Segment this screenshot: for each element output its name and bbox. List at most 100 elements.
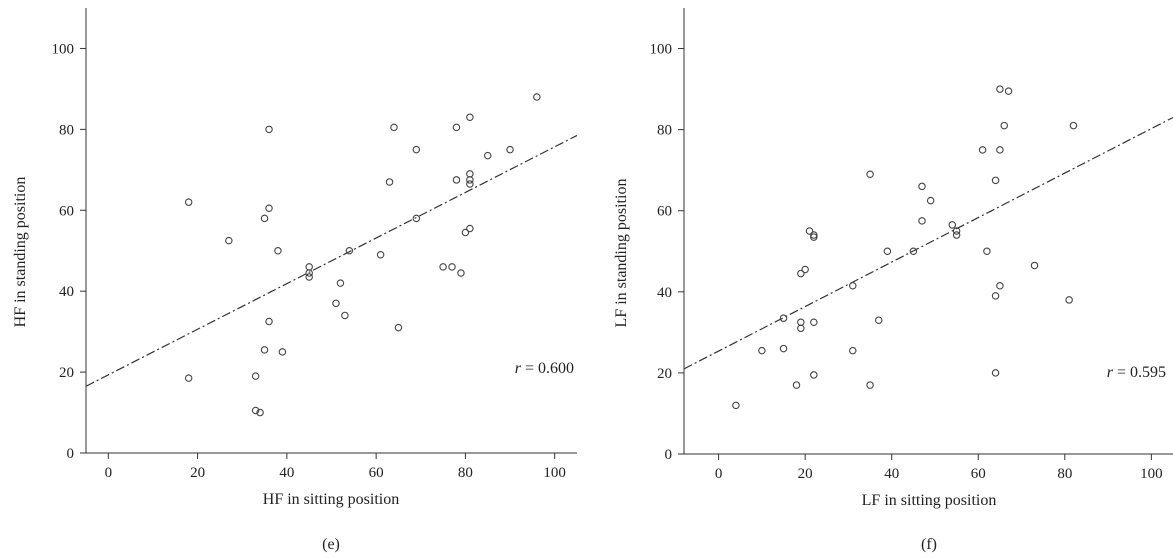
data-point bbox=[466, 224, 474, 233]
y-axis-label: LF in standing position bbox=[613, 179, 630, 328]
correlation-annotation: r = 0.600 bbox=[515, 360, 574, 377]
data-point bbox=[810, 318, 818, 326]
data-point bbox=[265, 125, 273, 134]
tick-group: 0 20 40 60 80 100 0 20 40 60 80 100 bbox=[52, 41, 566, 481]
data-point bbox=[533, 93, 541, 101]
x-tick-label: 0 bbox=[105, 465, 113, 481]
data-point bbox=[810, 231, 818, 239]
data-point bbox=[991, 292, 1000, 300]
x-axis-label: LF in sitting position bbox=[862, 492, 997, 509]
data-point bbox=[1069, 121, 1078, 130]
x-tick-label: 80 bbox=[1057, 466, 1072, 482]
x-tick-label: 20 bbox=[798, 466, 813, 482]
data-point bbox=[439, 263, 447, 271]
data-point bbox=[390, 123, 398, 132]
data-point bbox=[260, 214, 269, 223]
data-point bbox=[801, 265, 809, 274]
data-point bbox=[265, 204, 273, 213]
data-point bbox=[909, 247, 918, 256]
y-tick-label: 0 bbox=[665, 447, 673, 463]
data-point bbox=[305, 263, 313, 271]
data-point bbox=[184, 374, 193, 382]
data-point bbox=[996, 281, 1004, 290]
y-tick-label: 20 bbox=[657, 366, 672, 382]
data-point bbox=[461, 228, 470, 237]
data-point bbox=[385, 178, 394, 186]
data-point bbox=[779, 314, 788, 322]
x-axis-label: HF in sitting position bbox=[263, 491, 399, 508]
data-point bbox=[506, 145, 514, 154]
data-point bbox=[225, 236, 233, 245]
x-tick-label: 80 bbox=[458, 465, 473, 481]
data-point bbox=[978, 146, 987, 154]
data-point bbox=[376, 251, 385, 259]
data-point bbox=[779, 344, 788, 353]
data-point bbox=[452, 176, 461, 184]
data-point bbox=[918, 217, 926, 225]
x-tick-label: 0 bbox=[715, 466, 723, 482]
data-point bbox=[810, 371, 818, 379]
data-point bbox=[918, 182, 926, 191]
data-point bbox=[874, 316, 883, 324]
data-point bbox=[996, 146, 1004, 154]
data-point bbox=[952, 227, 961, 235]
data-point bbox=[412, 214, 421, 223]
data-point bbox=[466, 180, 474, 188]
data-point bbox=[274, 246, 282, 255]
data-points bbox=[732, 85, 1078, 410]
data-point bbox=[849, 346, 857, 355]
y-tick-label: 20 bbox=[59, 365, 74, 381]
x-tick-label: 100 bbox=[543, 465, 566, 481]
data-point bbox=[452, 123, 461, 132]
data-point bbox=[797, 318, 805, 326]
data-point bbox=[1004, 87, 1013, 95]
data-point bbox=[948, 221, 957, 229]
y-tick-label: 60 bbox=[657, 204, 672, 220]
data-point bbox=[394, 323, 403, 332]
data-point bbox=[251, 372, 260, 380]
data-point bbox=[448, 263, 456, 271]
data-point bbox=[412, 145, 421, 154]
x-tick-label: 20 bbox=[190, 465, 205, 481]
data-point bbox=[810, 233, 818, 241]
r-value: = 0.600 bbox=[521, 360, 574, 377]
y-axis-label: HF in standing position bbox=[12, 177, 29, 328]
x-tick-label: 100 bbox=[1140, 466, 1163, 482]
panel-label: (e) bbox=[322, 536, 340, 553]
data-point bbox=[466, 113, 474, 121]
data-points bbox=[184, 93, 541, 417]
tick-group: 0 20 40 60 80 100 0 20 40 60 80 100 bbox=[650, 42, 1163, 482]
data-point bbox=[991, 176, 1000, 185]
y-tick-label: 80 bbox=[657, 123, 672, 139]
data-point bbox=[256, 408, 264, 417]
y-tick-label: 80 bbox=[59, 122, 74, 138]
data-point bbox=[849, 281, 857, 290]
data-point bbox=[797, 269, 805, 278]
data-point bbox=[991, 369, 1000, 377]
data-point bbox=[866, 170, 874, 178]
y-tick-label: 0 bbox=[67, 446, 75, 462]
data-point bbox=[457, 269, 465, 277]
data-point bbox=[883, 247, 892, 256]
data-point bbox=[483, 151, 492, 160]
regression-line bbox=[85, 134, 578, 387]
r-symbol: r bbox=[1107, 364, 1114, 381]
y-tick-label: 60 bbox=[59, 203, 74, 219]
data-point bbox=[184, 198, 193, 206]
data-point bbox=[336, 279, 345, 287]
panel-label: (f) bbox=[921, 536, 937, 553]
data-point bbox=[466, 170, 474, 178]
x-tick-label: 60 bbox=[369, 465, 384, 481]
r-value: = 0.595 bbox=[1113, 364, 1166, 381]
x-tick-label: 40 bbox=[884, 466, 899, 482]
data-point bbox=[1030, 261, 1039, 270]
y-tick-label: 40 bbox=[657, 285, 672, 301]
data-point bbox=[260, 346, 269, 354]
data-point bbox=[792, 381, 801, 389]
correlation-annotation: r = 0.595 bbox=[1107, 364, 1166, 381]
scatter-panel-f: 0 20 40 60 80 100 0 20 40 60 80 100 r = 0.595 LF in… bbox=[613, 8, 1173, 553]
data-point bbox=[305, 273, 313, 281]
data-point bbox=[805, 227, 814, 235]
y-tick-label: 100 bbox=[52, 41, 75, 57]
